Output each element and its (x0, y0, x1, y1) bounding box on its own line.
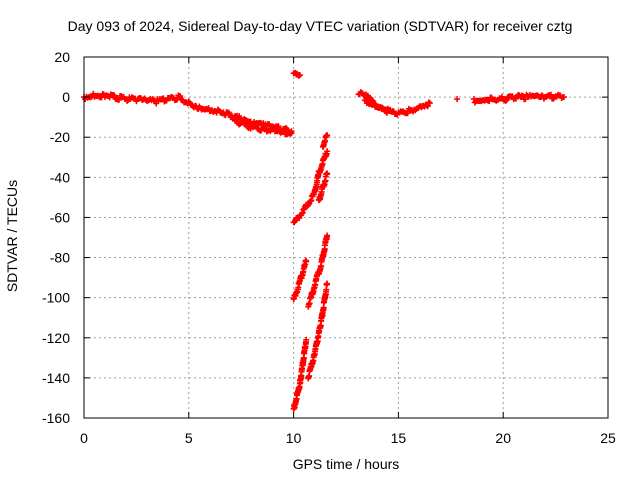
marker-trail (361, 97, 394, 115)
marker-trail (454, 96, 461, 103)
marker-trail (470, 91, 567, 106)
y-tick-label: -80 (50, 250, 70, 266)
x-tick-label: 20 (495, 430, 511, 446)
marker-trail (319, 132, 331, 150)
series-track-5 (319, 132, 331, 150)
plot-frame (83, 56, 609, 419)
y-tick-label: -40 (50, 169, 70, 185)
chart-title: Day 093 of 2024, Sidereal Day-to-day VTE… (67, 18, 573, 34)
marker-trail (290, 69, 303, 79)
x-tick-label: 15 (391, 430, 407, 446)
axis-ticks: 0 5 10 15 20 25 20 0 -20 -40 -60 -80 -100 -120 -140 -16… (42, 49, 616, 446)
y-tick-label: -120 (42, 330, 70, 346)
series-track-9 (305, 280, 331, 382)
series-track-2 (227, 114, 295, 138)
marker-trail (290, 148, 331, 226)
series-track-12 (361, 97, 394, 115)
series-track-7 (305, 232, 331, 310)
x-tick-label: 25 (600, 430, 616, 446)
series-track-6 (290, 257, 310, 303)
series-track-13 (454, 96, 461, 103)
y-tick-label: -160 (42, 410, 70, 426)
y-tick-label: -20 (50, 129, 70, 145)
marker-trail (305, 232, 331, 310)
series-track-8 (290, 336, 310, 412)
marker-trail (315, 170, 331, 204)
y-tick-label: 0 (62, 89, 70, 105)
y-tick-label: -60 (50, 209, 70, 225)
x-tick-label: 5 (185, 430, 193, 446)
y-axis-label: SDTVAR / TECUs (4, 179, 20, 293)
grid-lines (84, 57, 608, 418)
marker-trail (227, 114, 295, 138)
data-points (81, 69, 567, 412)
x-tick-label: 0 (80, 430, 88, 446)
marker-trail (305, 280, 331, 382)
series-track-14 (470, 91, 567, 106)
series-track-4 (290, 148, 331, 226)
x-axis-label: GPS time / hours (292, 456, 400, 472)
marker-trail (290, 336, 310, 412)
y-tick-label: -140 (42, 370, 70, 386)
y-tick-label: 20 (54, 49, 70, 65)
x-tick-label: 10 (286, 430, 302, 446)
series-track-3 (290, 69, 303, 79)
marker-trail (290, 257, 310, 303)
series-track-10 (315, 170, 331, 204)
y-tick-label: -100 (42, 290, 70, 306)
